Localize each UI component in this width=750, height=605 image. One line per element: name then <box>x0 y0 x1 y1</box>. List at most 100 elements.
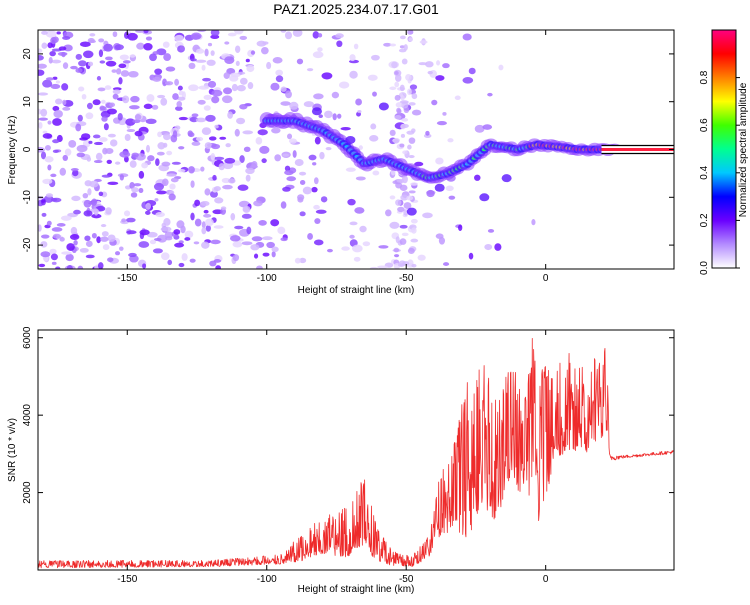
noise-blob <box>75 53 82 60</box>
noise-blob <box>306 68 314 72</box>
noise-blob <box>210 50 215 56</box>
noise-blob <box>153 182 164 191</box>
noise-blob <box>62 35 71 40</box>
noise-blob <box>531 219 536 226</box>
noise-blob <box>154 198 159 202</box>
noise-blob <box>399 143 405 148</box>
noise-blob <box>250 50 256 55</box>
noise-blob <box>42 178 53 185</box>
noise-blob <box>296 58 304 65</box>
noise-blob <box>355 176 366 181</box>
noise-blob <box>317 33 323 38</box>
noise-blob <box>246 226 252 235</box>
noise-blob <box>288 138 297 144</box>
ridge-blob <box>406 207 417 216</box>
noise-blob <box>98 137 108 142</box>
noise-blob <box>75 123 82 132</box>
noise-blob <box>161 161 171 167</box>
noise-blob <box>187 130 193 137</box>
noise-blob <box>98 191 104 197</box>
noise-blob <box>128 252 137 258</box>
ridge-blob <box>434 183 445 192</box>
noise-blob <box>233 30 244 35</box>
noise-blob <box>125 118 136 126</box>
noise-blob <box>129 105 140 110</box>
noise-blob <box>213 156 225 161</box>
noise-blob <box>410 182 418 186</box>
noise-blob <box>205 114 216 122</box>
noise-blob <box>209 190 218 198</box>
noise-blob <box>418 62 427 66</box>
ridge-blob <box>345 135 356 144</box>
noise-blob <box>385 209 392 217</box>
noise-blob <box>314 136 321 145</box>
noise-blob <box>92 134 101 139</box>
noise-blob <box>77 265 84 269</box>
noise-blob <box>131 187 139 193</box>
noise-blob <box>151 104 159 110</box>
noise-blob <box>399 178 404 184</box>
noise-blob <box>325 146 332 151</box>
noise-blob <box>176 220 185 229</box>
noise-blob <box>103 123 109 131</box>
noise-blob <box>349 234 355 239</box>
noise-blob <box>435 75 445 81</box>
noise-blob <box>124 133 131 142</box>
noise-blob <box>122 60 131 64</box>
noise-blob <box>62 99 67 106</box>
noise-blob <box>204 188 211 196</box>
noise-blob <box>133 183 142 187</box>
noise-blob <box>215 265 222 269</box>
noise-blob <box>168 193 176 201</box>
noise-blob <box>236 117 246 125</box>
noise-blob <box>99 60 106 64</box>
noise-blob <box>118 77 123 85</box>
noise-blob <box>98 49 104 58</box>
noise-blob <box>201 227 207 235</box>
noise-blob <box>197 99 206 105</box>
noise-blob <box>126 128 136 133</box>
noise-blob <box>447 138 454 143</box>
noise-blob <box>165 66 176 72</box>
noise-blob <box>312 31 320 39</box>
track-center <box>601 148 674 151</box>
noise-blob <box>204 142 213 149</box>
noise-blob <box>282 153 290 157</box>
noise-blob <box>152 248 163 254</box>
noise-blob <box>210 152 216 161</box>
noise-blob <box>308 154 317 161</box>
noise-blob <box>411 263 417 268</box>
noise-blob <box>338 81 350 89</box>
noise-blob <box>106 108 117 115</box>
noise-blob <box>42 133 53 139</box>
noise-blob <box>494 243 502 251</box>
snr-panel: -150 -100 -50 0 2000 4000 6000 Height of stra… <box>7 326 675 595</box>
noise-blob <box>52 76 58 80</box>
noise-blob <box>408 102 416 106</box>
noise-blob <box>64 148 72 156</box>
noise-blob <box>221 177 231 184</box>
spectrogram-ridge <box>259 102 622 216</box>
noise-blob <box>227 32 237 37</box>
noise-blob <box>372 91 377 97</box>
colorbar-tick-label: 0.6 <box>699 118 710 132</box>
noise-blob <box>261 46 269 55</box>
noise-blob <box>369 266 379 269</box>
noise-blob <box>417 254 426 261</box>
noise-blob <box>88 140 93 144</box>
noise-blob <box>355 98 362 106</box>
noise-blob <box>389 129 396 136</box>
noise-blob <box>147 155 155 162</box>
noise-blob <box>292 150 297 158</box>
noise-blob <box>203 105 211 111</box>
noise-blob <box>362 241 371 247</box>
noise-blob <box>55 266 61 269</box>
noise-blob <box>145 144 151 153</box>
spectrogram-y-label: Frequency (Hz) <box>7 116 18 185</box>
noise-blob <box>99 106 107 111</box>
noise-blob <box>214 197 224 204</box>
noise-blob <box>177 85 183 91</box>
noise-blob <box>462 33 472 41</box>
noise-blob <box>227 111 234 119</box>
noise-blob <box>41 30 48 35</box>
